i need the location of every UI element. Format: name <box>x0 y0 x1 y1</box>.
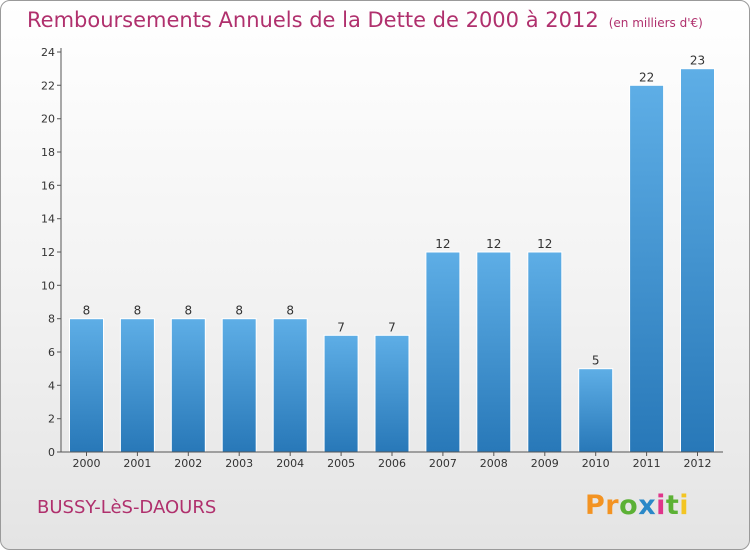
bar-2009 <box>527 251 563 453</box>
bar-2006 <box>374 334 410 453</box>
x-tick-label-2012: 2012 <box>684 457 712 470</box>
data-label-2006: 7 <box>388 320 396 334</box>
data-label-2000: 8 <box>83 304 91 318</box>
chart-title: Remboursements Annuels de la Dette de 20… <box>27 8 703 32</box>
x-tick-label-2006: 2006 <box>378 457 406 470</box>
axes-group: 2000 2001 2002 2003 2004 2005 2006 2007 2008 2009… <box>41 46 723 470</box>
data-label-2008: 12 <box>486 237 501 251</box>
y-tick-label-24: 24 <box>41 46 55 59</box>
x-tick-label-2005: 2005 <box>327 457 355 470</box>
bar-2000 <box>69 318 104 453</box>
y-tick-label-12: 12 <box>41 246 55 259</box>
logo-letter-o: o <box>619 490 639 521</box>
data-label-2009: 12 <box>537 237 552 251</box>
x-tick-label-2003: 2003 <box>225 457 253 470</box>
chart-title-text: Remboursements Annuels de la Dette de 20… <box>27 8 599 32</box>
logo-letter-t: t <box>665 490 680 521</box>
data-label-2010: 5 <box>592 354 600 368</box>
logo-letter-i1: i <box>656 490 666 521</box>
data-label-2011: 22 <box>639 70 654 84</box>
bar-2001 <box>119 318 155 453</box>
x-tick-label-2009: 2009 <box>531 457 559 470</box>
x-tick-label-2011: 2011 <box>633 457 661 470</box>
bar-2008 <box>476 251 512 453</box>
proxiti-logo: Proxiti <box>585 490 689 521</box>
logo-letter-i2: i <box>679 490 690 521</box>
logo-letter-p: P <box>585 490 606 521</box>
data-label-2002: 8 <box>184 304 192 318</box>
y-tick-label-6: 6 <box>48 346 55 359</box>
city-name: BUSSY-LèS-DAOURS <box>37 497 217 518</box>
data-label-2007: 12 <box>435 237 450 251</box>
y-tick-label-4: 4 <box>48 379 55 392</box>
x-tick-label-2004: 2004 <box>276 457 304 470</box>
bar-2003 <box>221 318 257 453</box>
bar-2012 <box>680 68 715 453</box>
bar-2002 <box>170 318 206 453</box>
y-tick-label-10: 10 <box>41 279 55 292</box>
x-tick-label-2002: 2002 <box>174 457 202 470</box>
bar-2004 <box>272 318 308 453</box>
x-tick-label-2010: 2010 <box>582 457 610 470</box>
chart-unit: (en milliers d'€) <box>608 16 703 30</box>
bar-2011 <box>629 84 665 453</box>
y-tick-label-18: 18 <box>41 146 55 159</box>
y-tick-label-0: 0 <box>48 446 55 459</box>
x-tick-label-2008: 2008 <box>480 457 508 470</box>
logo-letter-x: x <box>638 490 657 521</box>
y-tick-label-8: 8 <box>48 313 55 326</box>
x-tick-label-2007: 2007 <box>429 457 457 470</box>
data-label-2005: 7 <box>337 320 345 334</box>
logo-letter-r: r <box>605 490 620 521</box>
bar-2005 <box>323 334 359 453</box>
bar-2007 <box>425 251 461 453</box>
data-label-2003: 8 <box>235 304 243 318</box>
y-tick-label-14: 14 <box>41 213 55 226</box>
x-tick-label-2000: 2000 <box>73 457 101 470</box>
y-tick-label-20: 20 <box>41 113 55 126</box>
y-tick-label-16: 16 <box>41 179 55 192</box>
data-label-2004: 8 <box>286 304 294 318</box>
data-labels-group: 8 8 8 8 8 7 7 12 12 12 5 22 23 <box>83 54 705 368</box>
data-label-2001: 8 <box>134 304 142 318</box>
bars-group <box>69 68 715 453</box>
data-label-2012: 23 <box>690 54 705 68</box>
x-tick-label-2001: 2001 <box>123 457 151 470</box>
y-tick-label-2: 2 <box>48 413 55 426</box>
bar-2010 <box>578 368 614 453</box>
y-tick-label-22: 22 <box>41 79 55 92</box>
